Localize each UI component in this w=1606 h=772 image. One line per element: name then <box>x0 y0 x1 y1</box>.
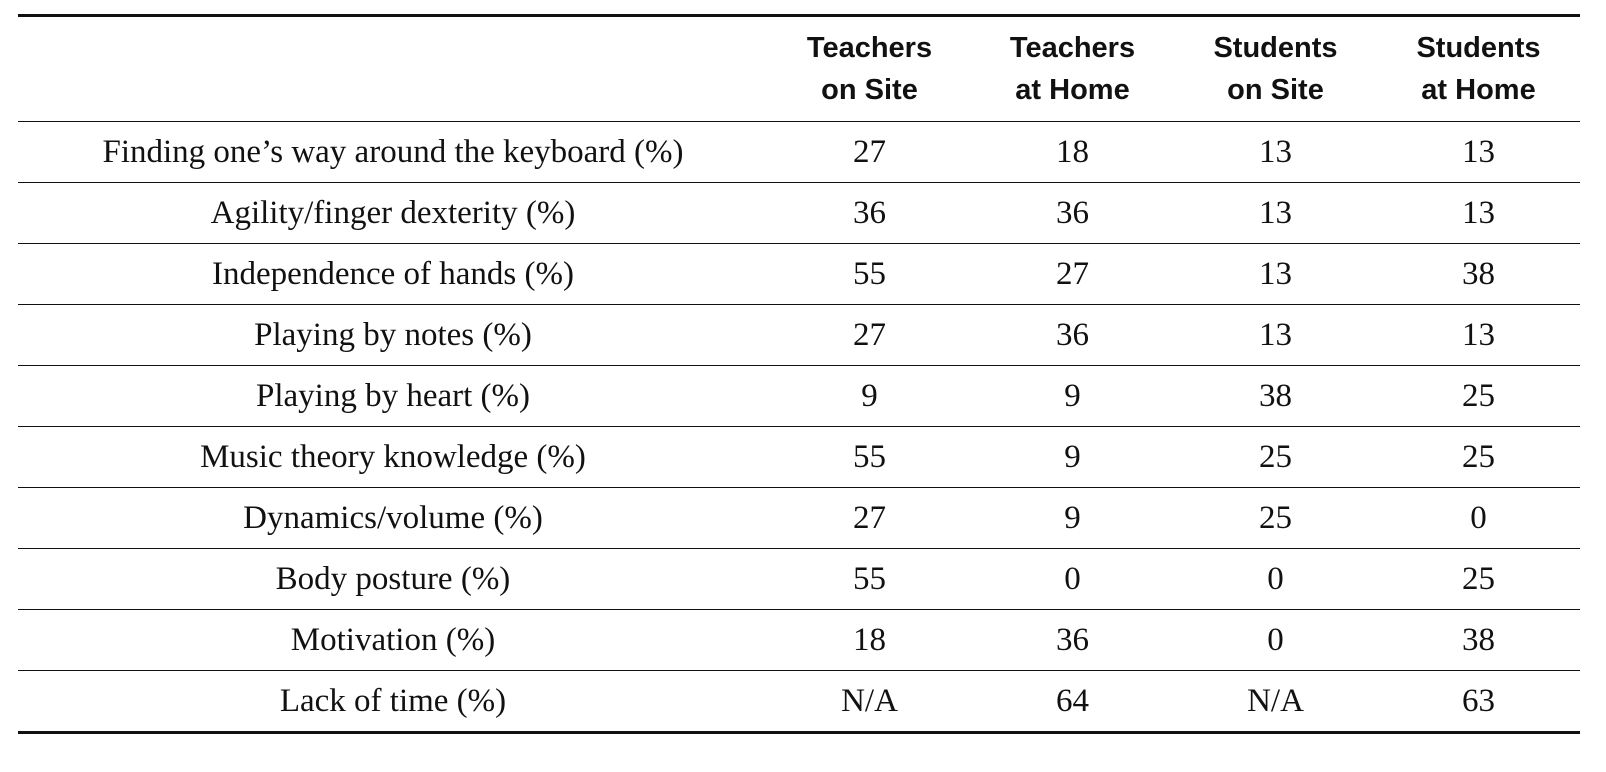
column-header-students-on-site: Students on Site <box>1174 15 1377 122</box>
table-cell: 9 <box>768 365 971 427</box>
row-label: Lack of time (%) <box>279 682 507 719</box>
row-label: Dynamics/volume (%) <box>18 487 768 549</box>
column-header-line: on Site <box>1227 74 1324 106</box>
table-cell: 13 <box>1377 304 1580 366</box>
table-row: Music theory knowledge (%) 55 9 25 25 <box>18 426 1580 488</box>
table-cell: 13 <box>1174 182 1377 244</box>
table-cell: 38 <box>1174 365 1377 427</box>
table-cell: 25 <box>1377 365 1580 427</box>
table-cell: 18 <box>768 609 971 671</box>
table-cell: 18 <box>971 121 1174 183</box>
column-header-line: Teachers <box>1009 32 1136 64</box>
table-cell: 25 <box>1174 487 1377 549</box>
table-cell: 25 <box>1377 426 1580 488</box>
table-cell: 36 <box>971 304 1174 366</box>
table-cell: 36 <box>971 609 1174 671</box>
table-row: Playing by heart (%) 9 9 38 25 <box>18 365 1580 427</box>
row-label: Agility/finger dexterity (%) <box>18 182 768 244</box>
table-cell: 64 <box>1056 682 1089 719</box>
table-cell: 55 <box>768 548 971 610</box>
table-cell: N/A <box>841 682 898 719</box>
table-cell: 38 <box>1377 609 1580 671</box>
table-header: Teachers on Site Teachers at Home Studen… <box>18 15 1580 122</box>
table-cell: 0 <box>971 548 1174 610</box>
column-header-line: at Home <box>1015 74 1130 106</box>
table-row: Independence of hands (%) 55 27 13 38 <box>18 243 1580 305</box>
column-header-line: at Home <box>1421 74 1536 106</box>
table-row: Playing by notes (%) 27 36 13 13 <box>18 304 1580 366</box>
table-cell: 0 <box>1174 609 1377 671</box>
table-cell: 38 <box>1377 243 1580 305</box>
table-row: Dynamics/volume (%) 27 9 25 0 <box>18 487 1580 549</box>
table-cell: 13 <box>1174 243 1377 305</box>
table-cell: 27 <box>971 243 1174 305</box>
data-table: Teachers on Site Teachers at Home Studen… <box>18 14 1580 734</box>
row-label: Finding one’s way around the keyboard (%… <box>18 121 768 183</box>
column-header-line: Students <box>1213 32 1338 64</box>
table-cell: 25 <box>1174 426 1377 488</box>
table-cell: 13 <box>1377 182 1580 244</box>
table-cell: 55 <box>768 243 971 305</box>
table-cell: 36 <box>768 182 971 244</box>
table-cell: 9 <box>971 487 1174 549</box>
table-row: Body posture (%) 55 0 0 25 <box>18 548 1580 610</box>
column-header-teachers-at-home: Teachers at Home <box>971 15 1174 122</box>
table-cell: 9 <box>971 365 1174 427</box>
column-header-line: on Site <box>821 74 918 106</box>
row-label: Music theory knowledge (%) <box>18 426 768 488</box>
row-label: Independence of hands (%) <box>18 243 768 305</box>
table-body: Finding one’s way around the keyboard (%… <box>18 121 1580 733</box>
header-blank-cell <box>18 15 768 122</box>
row-label: Body posture (%) <box>18 548 768 610</box>
table-row: Finding one’s way around the keyboard (%… <box>18 121 1580 183</box>
table-cell: 13 <box>1174 304 1377 366</box>
column-header-students-at-home: Students at Home <box>1377 15 1580 122</box>
table-cell: 55 <box>768 426 971 488</box>
table-cell: N/A <box>1247 682 1304 719</box>
table-cell: 27 <box>768 487 971 549</box>
table-row: Agility/finger dexterity (%) 36 36 13 13 <box>18 182 1580 244</box>
row-label: Motivation (%) <box>18 609 768 671</box>
table-cell: 13 <box>1174 121 1377 183</box>
table-cell: 9 <box>971 426 1174 488</box>
row-label: Playing by heart (%) <box>18 365 768 427</box>
table-cell: 25 <box>1377 548 1580 610</box>
row-label: Playing by notes (%) <box>18 304 768 366</box>
table-cell: 0 <box>1377 487 1580 549</box>
table-cell: 27 <box>768 121 971 183</box>
table-cell: 63 <box>1462 682 1495 719</box>
table-row: Motivation (%) 18 36 0 38 <box>18 609 1580 671</box>
column-header-line: Students <box>1416 32 1541 64</box>
table-cell: 13 <box>1377 121 1580 183</box>
header-row: Teachers on Site Teachers at Home Studen… <box>18 15 1580 122</box>
table-cell: 36 <box>971 182 1174 244</box>
table-container: Teachers on Site Teachers at Home Studen… <box>18 14 1580 734</box>
table-row: Lack of time (%) N/A 64 N/A 63 <box>18 671 1580 733</box>
column-header-line: Teachers <box>806 32 933 64</box>
column-header-teachers-on-site: Teachers on Site <box>768 15 971 122</box>
table-cell: 27 <box>768 304 971 366</box>
table-cell: 0 <box>1174 548 1377 610</box>
